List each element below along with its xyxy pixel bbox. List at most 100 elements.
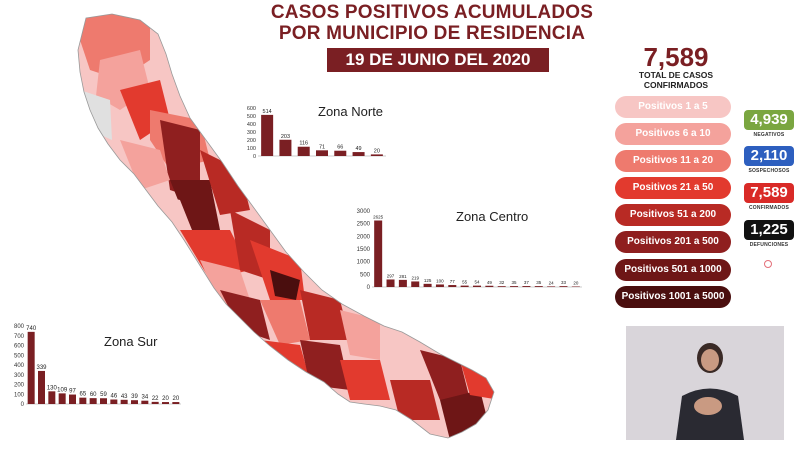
title-line-2: POR MUNICIPIO DE RESIDENCIA	[278, 23, 586, 44]
bar-value-label: 77	[450, 279, 456, 284]
bar	[297, 146, 310, 156]
bar-value-label: 20	[374, 148, 380, 154]
bar-value-label: 740	[26, 326, 37, 332]
circle-icon	[764, 260, 772, 268]
bar	[448, 285, 457, 287]
bar	[58, 393, 66, 404]
bar	[316, 150, 328, 156]
bar-value-label: 66	[337, 145, 343, 151]
bar-value-label: 97	[69, 389, 76, 395]
stat-defunciones: 1,225 DEFUNCIONES	[744, 220, 794, 248]
bar	[386, 279, 395, 287]
y-tick-label: 200	[14, 383, 25, 389]
legend-item: Positivos 11 a 20	[615, 150, 731, 172]
y-tick-label: 300	[247, 130, 256, 136]
bar-value-label: 39	[131, 394, 138, 400]
y-tick-label: 400	[247, 122, 256, 128]
bar-value-label: 24	[549, 280, 555, 285]
bar-value-label: 60	[90, 392, 97, 398]
bar-value-label: 54	[474, 280, 480, 285]
bar-value-label: 20	[172, 396, 179, 402]
bar-value-label: 35	[512, 280, 518, 285]
page-title: CASOS POSITIVOS ACUMULADOS POR MUNICIPIO…	[262, 2, 602, 44]
legend-item: Positivos 501 a 1000	[615, 259, 731, 281]
bar-value-label: 59	[100, 392, 107, 398]
bar-value-label: 37	[524, 280, 530, 285]
bar	[48, 391, 56, 404]
interpreter-person-icon	[626, 326, 784, 440]
bar	[497, 286, 506, 287]
stat-confirmados: 7,589 CONFIRMADOS	[744, 183, 794, 211]
stat-label: DEFUNCIONES	[749, 242, 789, 248]
y-tick-label: 300	[14, 373, 25, 379]
bar	[571, 286, 580, 287]
y-tick-label: 800	[14, 324, 25, 330]
y-tick-label: 600	[14, 344, 25, 350]
y-tick-label: 700	[14, 334, 25, 340]
bar	[141, 400, 149, 404]
y-tick-label: 0	[367, 285, 371, 291]
bar	[172, 402, 180, 404]
bar	[79, 397, 87, 404]
bar	[547, 286, 556, 287]
bar	[120, 399, 128, 404]
zona-centro-title: Zona Centro	[456, 209, 529, 224]
bar	[398, 279, 407, 287]
y-tick-label: 1000	[357, 260, 371, 266]
bar	[522, 286, 531, 287]
total-label-2: CONFIRMADOS	[643, 80, 709, 90]
legend-item: Positivos 6 a 10	[615, 123, 731, 145]
y-tick-label: 500	[14, 353, 25, 359]
bar	[69, 394, 76, 404]
legend-item: Positivos 21 a 50	[615, 177, 731, 199]
bar	[89, 398, 97, 404]
bar-value-label: 281	[399, 274, 407, 279]
bar	[100, 398, 107, 404]
bar-value-label: 109	[57, 387, 68, 393]
interpreter-video	[626, 326, 784, 440]
bar-value-label: 219	[411, 275, 419, 280]
zona-sur-title: Zona Sur	[104, 334, 158, 349]
bar	[423, 283, 432, 287]
bar-value-label: 71	[319, 144, 325, 150]
bar	[374, 220, 383, 287]
bar-value-label: 49	[356, 146, 362, 152]
y-tick-label: 3000	[357, 209, 371, 215]
bar-value-label: 32	[499, 280, 505, 285]
bar	[411, 281, 420, 287]
bar	[510, 286, 519, 287]
bar-value-label: 20	[573, 280, 579, 285]
stat-label: CONFIRMADOS	[749, 205, 789, 211]
y-tick-label: 400	[14, 363, 25, 369]
stat-value: 1,225	[744, 220, 794, 240]
y-tick-label: 0	[253, 154, 256, 160]
stat-value: 4,939	[744, 110, 794, 130]
bar-value-label: 514	[263, 109, 272, 115]
bar-value-label: 49	[487, 280, 493, 285]
total-confirmed: 7,589 TOTAL DE CASOS CONFIRMADOS	[610, 44, 742, 90]
bar-value-label: 35	[536, 280, 542, 285]
title-line-1: CASOS POSITIVOS ACUMULADOS	[270, 2, 594, 23]
bar-value-label: 20	[162, 396, 169, 402]
y-tick-label: 500	[360, 272, 371, 278]
stat-label: SOSPECHOSOS	[748, 168, 790, 174]
bar-value-label: 297	[387, 273, 395, 278]
bar	[27, 331, 35, 404]
y-tick-label: 100	[247, 146, 256, 152]
bar	[435, 284, 444, 287]
y-tick-label: 600	[247, 106, 256, 112]
y-tick-label: 1500	[357, 247, 371, 253]
bar-value-label: 100	[436, 278, 444, 283]
y-tick-label: 200	[247, 138, 256, 144]
legend-item: Positivos 1 a 5	[615, 96, 731, 118]
bar-value-label: 2625	[373, 215, 384, 220]
legend-item: Positivos 1001 a 5000	[615, 286, 731, 308]
stat-value: 2,110	[744, 146, 794, 166]
stat-sospechosos: 2,110 SOSPECHOSOS	[744, 146, 794, 174]
bar	[460, 285, 469, 287]
bar-value-label: 46	[110, 394, 117, 400]
bar-value-label: 125	[424, 278, 432, 283]
bar-value-label: 55	[462, 280, 468, 285]
y-tick-label: 2000	[357, 234, 371, 240]
